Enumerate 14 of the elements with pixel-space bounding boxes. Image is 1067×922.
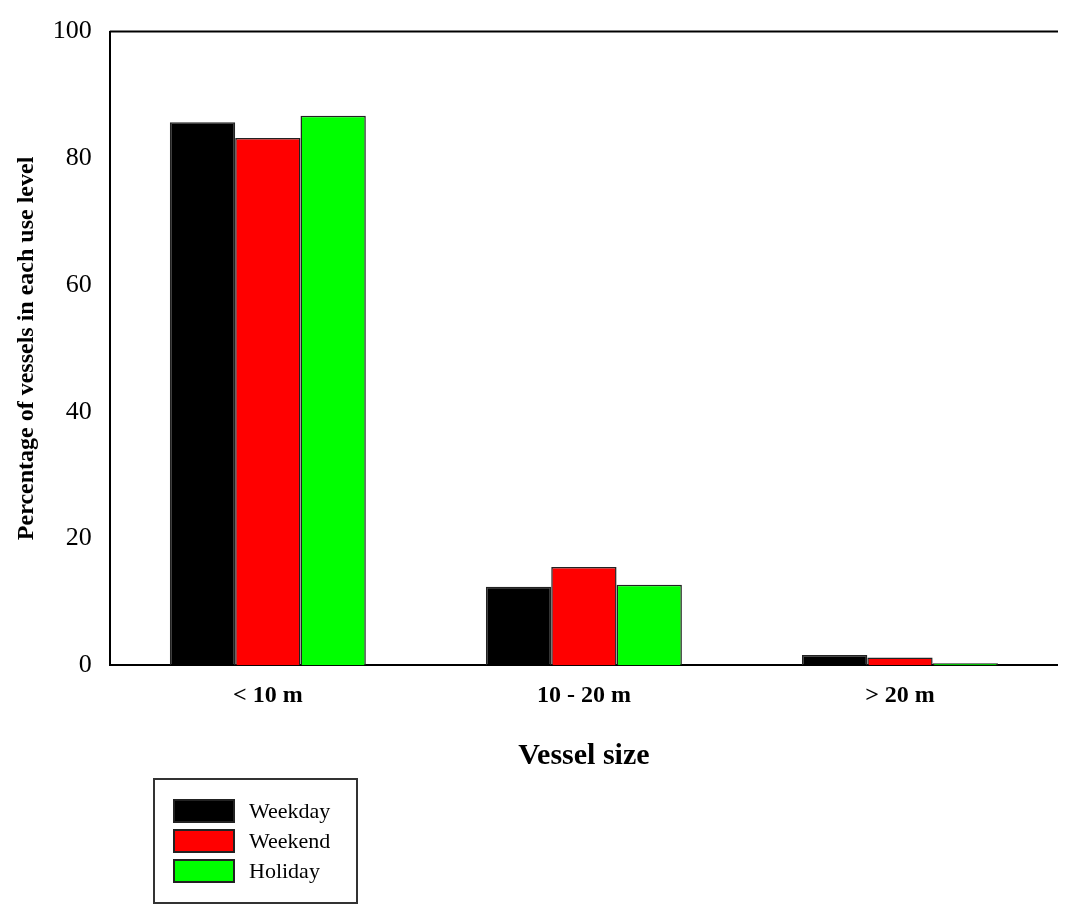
legend-label: Holiday — [249, 858, 320, 884]
x-tick-label: > 20 m — [865, 680, 935, 707]
y-tick-label: 0 — [78, 649, 92, 679]
y-tick-label: 80 — [65, 142, 92, 172]
y-tick-label: 40 — [65, 395, 92, 425]
x-tick-label: 10 - 20 m — [536, 680, 631, 707]
legend-label: Weekend — [249, 828, 331, 854]
y-axis-title: Percentage of vessels in each use level — [11, 156, 38, 541]
x-axis-title: Vessel size — [518, 736, 650, 770]
y-tick-label: 60 — [65, 268, 92, 298]
legend-label: Weekday — [249, 798, 331, 824]
x-tick-label: < 10 m — [233, 680, 303, 707]
y-tick-label: 100 — [52, 15, 92, 45]
y-tick-label: 20 — [65, 522, 92, 552]
